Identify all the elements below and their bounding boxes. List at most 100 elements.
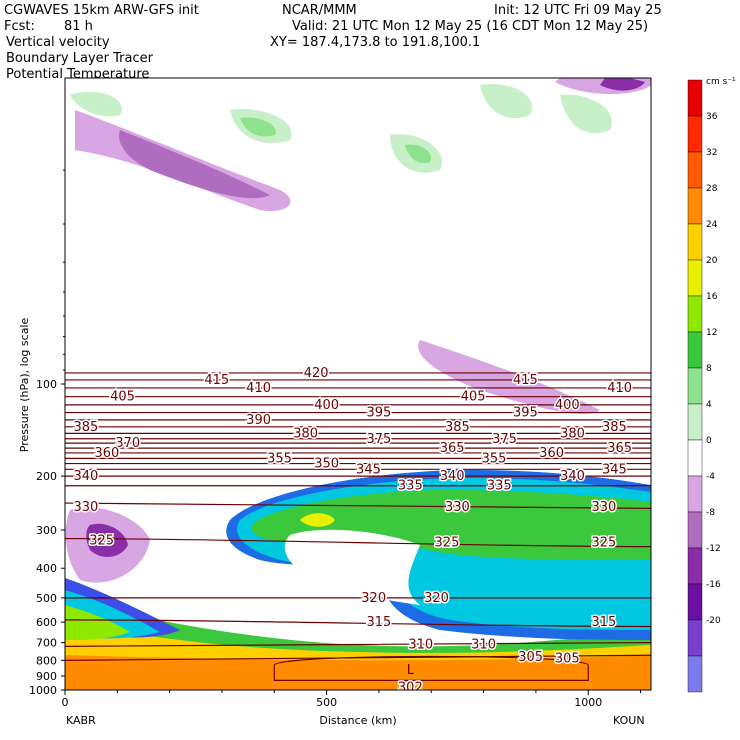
theta-label: 320: [361, 591, 386, 606]
init-time: Init: 12 UTC Fri 09 May 25: [494, 3, 662, 18]
colorbar-tick-label: -8: [706, 508, 715, 518]
colorbar-tick-label: 24: [706, 220, 718, 230]
colorbar-tick-label: -12: [706, 544, 721, 554]
theta-contours: [65, 372, 651, 681]
y-tick-label: 300: [36, 524, 57, 537]
colorbar-swatch: [687, 295, 703, 333]
colorbar-swatch: [687, 583, 703, 621]
theta-label: 395: [367, 406, 392, 421]
theta-label: 405: [110, 390, 135, 405]
colorbar-swatch: [687, 511, 703, 549]
theta-label: 340: [74, 469, 99, 484]
left-endpoint-label: KABR: [66, 714, 96, 727]
y-tick-label: 700: [36, 637, 57, 650]
velocity-shade-region: [86, 523, 128, 557]
low-contour-line: [273, 655, 589, 681]
theta-label: 405: [461, 390, 486, 405]
velocity-shade-region: [418, 340, 600, 414]
theta-label: 400: [555, 398, 580, 413]
theta-label: 385: [74, 420, 99, 435]
colorbar-tick-label: 36: [706, 112, 718, 122]
theta-label: 305: [518, 650, 543, 665]
x-axis-label: Distance (km): [319, 714, 396, 727]
theta-label: 400: [314, 398, 339, 413]
theta-label: 390: [246, 413, 271, 428]
theta-label: 315: [591, 615, 616, 630]
colorbar-swatch: [687, 439, 703, 477]
right-endpoint-label: KOUN: [613, 714, 645, 727]
theta-label: 315: [367, 615, 392, 630]
theta-label: 375: [367, 432, 392, 447]
y-tick-label: 600: [36, 616, 57, 629]
field-vertical-velocity: Vertical velocity: [6, 35, 110, 50]
x-tick-label: 1000: [574, 696, 602, 709]
theta-labels: 420 415 415 410 410 405 405 400 400 395 395 390 385 3…: [72, 364, 634, 695]
org-label: NCAR/MMM: [282, 3, 357, 18]
colorbar-tick-label: 4: [706, 400, 712, 410]
theta-label: 355: [267, 451, 292, 466]
colorbar-tick-label: 8: [706, 364, 712, 374]
low-label: L: [407, 663, 415, 678]
y-tick-label: 800: [36, 654, 57, 667]
velocity-shade-region: [119, 130, 271, 199]
velocity-shade-region: [240, 117, 276, 137]
theta-label: 305: [555, 652, 580, 667]
theta-label: 380: [560, 426, 585, 441]
velocity-shade-region: [480, 84, 532, 119]
theta-label: 302: [398, 680, 423, 695]
theta-contour-line: [65, 619, 651, 628]
valid-time: Valid: 21 UTC Mon 12 May 25 (16 CDT Mon …: [292, 19, 648, 34]
colorbar-swatch: [687, 475, 703, 513]
colorbar-tick-label: 32: [706, 148, 717, 158]
colorbar-unit: cm s⁻¹: [706, 77, 736, 87]
colorbar-swatch: [687, 79, 703, 117]
colorbar-swatch: [687, 151, 703, 189]
colorbar-tick-label: 0: [706, 436, 712, 446]
xy-endpoints: XY= 187.4,173.8 to 191.8,100.1: [270, 35, 480, 50]
velocity-shade-region: [65, 620, 651, 661]
model-title: CGWAVES 15km ARW-GFS init: [4, 3, 199, 18]
colorbar-tick-label: -20: [706, 616, 721, 626]
theta-label: 345: [602, 462, 627, 477]
theta-label: 335: [487, 479, 512, 494]
colorbar-swatch: [687, 367, 703, 405]
field-boundary-layer-tracer: Boundary Layer Tracer: [6, 51, 154, 66]
colorbar-swatch: [687, 403, 703, 441]
velocity-shade-region: [284, 529, 420, 605]
theta-label: 310: [471, 637, 496, 652]
velocity-shade-region: [560, 94, 612, 134]
theta-label: 325: [435, 536, 460, 551]
theta-label: 360: [539, 446, 564, 461]
velocity-shade-region: [70, 91, 122, 117]
y-tick-label: 400: [36, 562, 57, 575]
colorbar-swatch: [687, 223, 703, 261]
colorbar-tick-label: 20: [706, 256, 718, 266]
colorbar-tick-label: 12: [706, 328, 717, 338]
y-tick-label: 900: [36, 670, 57, 683]
colorbar-swatch: [687, 655, 703, 693]
y-tick-label: 200: [36, 470, 57, 483]
theta-label: 340: [440, 469, 465, 484]
colorbar-tick-label: -16: [706, 580, 721, 590]
velocity-shade-region: [600, 78, 645, 91]
x-tick-label: 500: [316, 696, 337, 709]
theta-label: 380: [293, 426, 318, 441]
theta-label: 375: [492, 432, 517, 447]
y-tick-label: 500: [36, 592, 57, 605]
x-tick-label: 0: [62, 696, 69, 709]
theta-label: 320: [424, 591, 449, 606]
fcst-label: Fcst:: [4, 19, 35, 34]
theta-label: 385: [445, 420, 470, 435]
theta-label: 420: [304, 366, 329, 381]
theta-label: 335: [398, 479, 423, 494]
velocity-shade-region: [300, 513, 335, 527]
theta-contour-line: [65, 642, 651, 647]
theta-label: 355: [482, 451, 507, 466]
theta-label: 410: [607, 381, 632, 396]
y-tick-label: 100: [36, 378, 57, 391]
theta-label: 340: [560, 469, 585, 484]
colorbar-tick-label: 16: [706, 292, 718, 302]
velocity-shade-region: [65, 605, 130, 640]
